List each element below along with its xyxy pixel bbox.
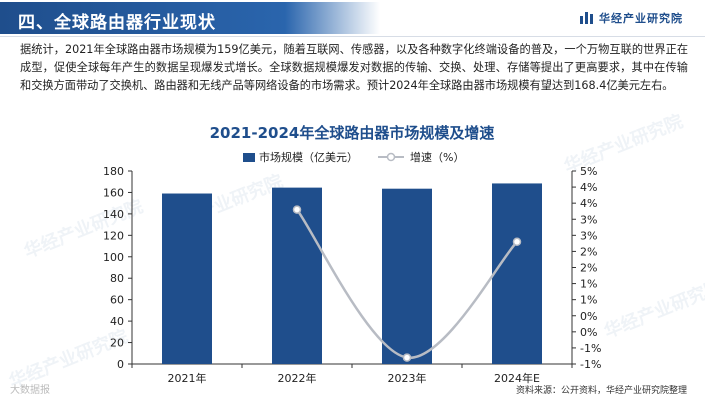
- x-tick-label: 2022年: [278, 371, 317, 385]
- y2-tick-label: 2%: [580, 245, 597, 258]
- brand-header: 华经产业研究院: [580, 10, 683, 26]
- x-tick-label: 2024年E: [494, 371, 540, 385]
- y-tick-label: 20: [110, 337, 124, 350]
- y2-tick-label: 3%: [580, 213, 597, 226]
- y2-tick-label: 1%: [580, 294, 597, 307]
- legend-line-label: 增速（%）: [410, 150, 464, 164]
- section-title: 四、全球路由器行业现状: [18, 13, 216, 33]
- chart-title: 2021-2024年全球路由器市场规模及增速: [210, 124, 495, 142]
- brand-logo-icon: [580, 12, 593, 24]
- y-tick-label: 120: [103, 229, 124, 242]
- y2-tick-label: 4%: [580, 197, 597, 210]
- bar: [162, 193, 212, 364]
- y2-tick-label: 2%: [580, 262, 597, 275]
- section-title-band: 四、全球路由器行业现状: [0, 2, 380, 34]
- legend-bar-label: 市场规模（亿美元）: [259, 150, 358, 164]
- source-note: 资料来源：公开资料，华经产业研究院整理: [515, 386, 687, 396]
- y-tick-label: 80: [110, 272, 124, 285]
- bar: [272, 187, 322, 364]
- x-tick-label: 2023年: [388, 371, 427, 385]
- brand-name: 华经产业研究院: [599, 12, 683, 25]
- y-tick-label: 180: [103, 165, 124, 178]
- growth-point: [512, 237, 522, 247]
- y2-tick-label: 4%: [580, 181, 597, 194]
- y2-tick-label: -1%: [580, 342, 601, 355]
- y-tick-label: 140: [103, 208, 124, 221]
- y2-tick-label: 0%: [580, 310, 597, 323]
- y2-tick-label: 0%: [580, 326, 597, 339]
- x-tick-label: 2021年: [168, 371, 207, 385]
- growth-point: [402, 353, 412, 362]
- bar: [492, 183, 542, 364]
- y-tick-label: 160: [103, 186, 124, 199]
- header-divider: [0, 36, 705, 37]
- legend-bar-swatch: [243, 153, 255, 162]
- corner-mark: 大数据报: [10, 385, 50, 396]
- legend-line-marker: [386, 152, 396, 162]
- y-tick-label: 0: [117, 358, 124, 371]
- y2-tick-label: -1%: [580, 358, 601, 371]
- y2-tick-label: 1%: [580, 278, 597, 291]
- intro-paragraph: 据统计，2021年全球路由器市场规模为159亿美元，随着互联网、传感器，以及各种…: [20, 43, 688, 92]
- y-tick-label: 40: [110, 315, 124, 328]
- y2-tick-label: 5%: [580, 165, 597, 178]
- growth-point: [292, 205, 302, 214]
- bar: [382, 188, 432, 364]
- y-tick-label: 60: [110, 294, 124, 307]
- y2-tick-label: 3%: [580, 229, 597, 242]
- y-tick-label: 100: [103, 251, 124, 264]
